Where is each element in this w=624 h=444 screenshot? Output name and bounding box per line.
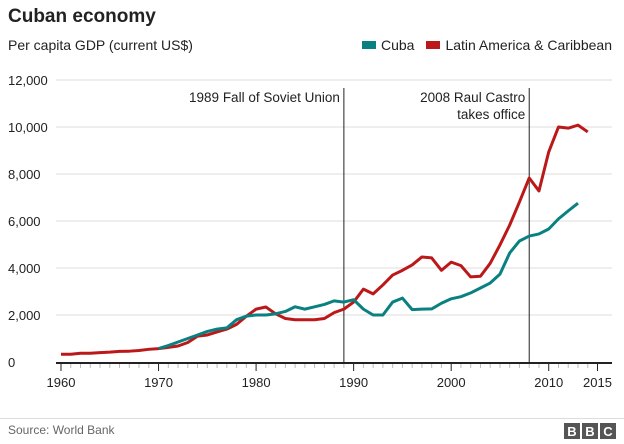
annotation-label: 1989 Fall of Soviet Union: [189, 90, 340, 105]
y-tick-label: 10,000: [8, 120, 48, 135]
x-tick-label: 1970: [144, 375, 173, 390]
y-tick-label: 2,000: [8, 308, 41, 323]
legend-swatch: [361, 41, 376, 49]
chart-title: Cuban economy: [8, 6, 156, 27]
x-tick-label: 1990: [339, 375, 368, 390]
annotation-label: takes office: [457, 107, 525, 122]
y-tick-label: 12,000: [8, 73, 48, 88]
chart-plot: 0 2,000 4,000 6,000 8,000 10,000 12,000 1960 197…: [8, 73, 612, 390]
legend-item-latam: Latin America & Caribbean: [426, 37, 612, 53]
x-tick-label: 2015: [583, 375, 612, 390]
annotation-label: 2008 Raul Castro: [420, 90, 525, 105]
y-tick-label: 8,000: [8, 167, 41, 182]
y-tick-label: 0: [8, 355, 15, 370]
legend-swatch: [426, 41, 441, 49]
series-line-cuba: [158, 201, 579, 351]
x-tick-label: 2000: [437, 375, 466, 390]
series-line-latin-america-caribbean: [61, 123, 589, 356]
chart-subtitle: Per capita GDP (current US$): [8, 37, 193, 53]
legend-label: Latin America & Caribbean: [445, 37, 612, 53]
footer-divider: [0, 418, 624, 419]
x-tick-label: 2010: [534, 375, 563, 390]
source-note: Source: World Bank: [8, 423, 115, 437]
x-tick-label: 1960: [47, 375, 76, 390]
y-tick-label: 6,000: [8, 214, 41, 229]
legend-label: Cuba: [380, 37, 415, 53]
x-tick-label: 1980: [242, 375, 271, 390]
legend-item-cuba: Cuba: [361, 37, 415, 53]
legend: Cuba Latin America & Caribbean: [361, 37, 612, 53]
y-tick-label: 4,000: [8, 261, 41, 276]
